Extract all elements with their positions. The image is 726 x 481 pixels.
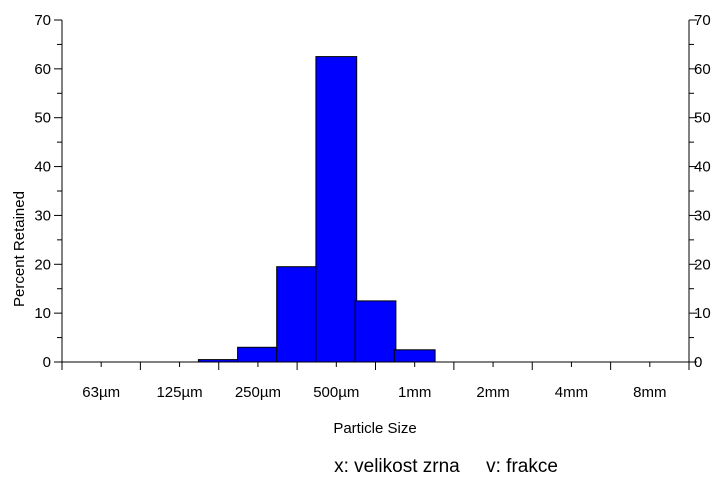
- x-axis-title: Particle Size: [333, 420, 416, 437]
- y-tick-label-left: 10: [34, 305, 51, 322]
- y-tick-label-left: 0: [43, 354, 51, 371]
- x-tick-label: 1mm: [398, 384, 431, 401]
- y-tick-label-left: 20: [34, 256, 51, 273]
- bars-group: [198, 57, 435, 362]
- y-tick-label-left: 30: [34, 207, 51, 224]
- x-tick-label: 500µm: [313, 384, 359, 401]
- y-tick-label-right: 30: [694, 207, 711, 224]
- bar-5: [394, 350, 435, 362]
- y-tick-label-right: 20: [694, 256, 711, 273]
- bar-2: [277, 267, 318, 362]
- y-tick-label-left: 60: [34, 61, 51, 78]
- bar-1: [238, 347, 279, 362]
- y-tick-label-left: 70: [34, 12, 51, 29]
- right-y-ticks: 0 10 20 30 40 50 60 70: [689, 12, 711, 371]
- x-tick-label: 125µm: [156, 384, 202, 401]
- y-tick-label-right: 60: [694, 61, 711, 78]
- y-tick-label-left: 40: [34, 159, 51, 176]
- x-tick-label: 250µm: [235, 384, 281, 401]
- y-tick-label-right: 10: [694, 305, 711, 322]
- caption-text: x: velikost zrna v: frakce: [334, 456, 558, 477]
- y-axis-title: Percent Retained: [11, 191, 28, 307]
- y-tick-label-right: 50: [694, 110, 711, 127]
- bar-4: [355, 301, 396, 362]
- left-y-ticks: 0 10 20 30 40 50 60 70: [34, 12, 62, 371]
- x-tick-label: 8mm: [633, 384, 666, 401]
- y-tick-label-right: 0: [694, 354, 702, 371]
- bar-3: [316, 57, 357, 362]
- y-tick-label-right: 70: [694, 12, 711, 29]
- x-tick-label: 4mm: [555, 384, 588, 401]
- x-tick-label: 2mm: [476, 384, 509, 401]
- y-tick-label-left: 50: [34, 110, 51, 127]
- x-tick-label: 63µm: [82, 384, 120, 401]
- x-ticks: 63µm 125µm 250µm 500µm 1mm 2mm 4mm 8mm: [62, 362, 689, 401]
- y-tick-label-right: 40: [694, 159, 711, 176]
